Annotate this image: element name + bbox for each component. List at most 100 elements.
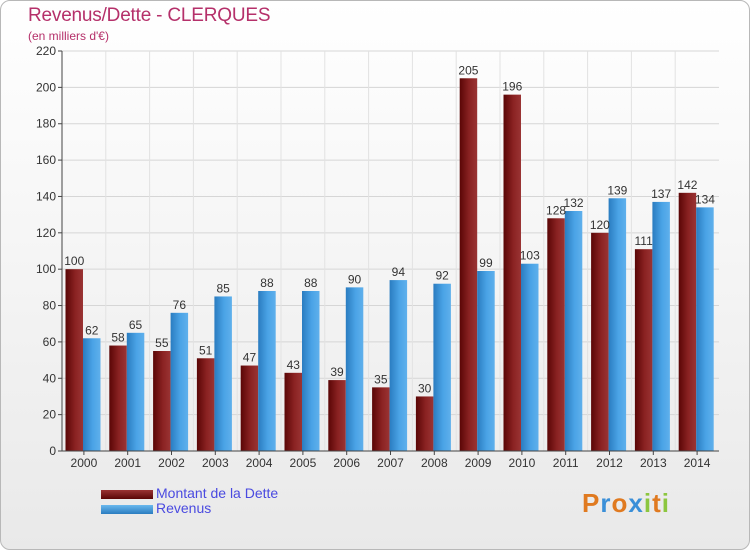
bar-debt: [240, 365, 259, 451]
bar-debt: [65, 269, 83, 451]
bar-debt: [328, 380, 346, 451]
y-tick-label: 140: [36, 189, 56, 203]
data-label-revenue: 134: [695, 192, 715, 206]
data-label-revenue: 137: [651, 187, 671, 201]
data-label-revenue: 90: [348, 272, 362, 286]
bar-revenue: [83, 338, 101, 451]
x-tick-label: 2012: [596, 456, 623, 470]
bar-debt: [634, 249, 653, 451]
x-tick-label: 2007: [377, 456, 404, 470]
x-tick-label: 2003: [202, 456, 229, 470]
data-label-debt: 111: [635, 234, 654, 248]
data-label-revenue: 94: [392, 265, 406, 279]
logo-letter: i: [643, 488, 653, 518]
bar-debt: [153, 351, 171, 451]
bar-debt: [503, 94, 521, 452]
data-label-debt: 39: [330, 365, 344, 379]
x-tick-label: 2014: [684, 456, 711, 470]
bar-debt: [109, 345, 127, 451]
y-tick-label: 20: [43, 408, 57, 422]
y-tick-label: 80: [43, 299, 57, 313]
legend-swatch-debt: [101, 490, 153, 499]
data-label-debt: 142: [677, 178, 697, 192]
data-label-revenue: 132: [564, 196, 584, 210]
logo-letter: i: [661, 488, 670, 518]
chart-subtitle: (en milliers d'€): [28, 29, 109, 43]
legend-label-debt: Montant de la Dette: [156, 485, 279, 501]
data-label-revenue: 88: [260, 276, 274, 290]
data-label-debt: 51: [199, 343, 213, 357]
bar-revenue: [564, 211, 583, 451]
data-label-revenue: 103: [520, 249, 540, 263]
bar-debt: [459, 78, 478, 451]
bar-debt: [284, 372, 302, 451]
y-tick-label: 160: [36, 153, 56, 167]
x-tick-label: 2000: [71, 456, 98, 470]
bar-revenue: [433, 283, 451, 451]
bar-revenue: [608, 198, 627, 451]
bar-revenue: [345, 287, 364, 451]
proxiti-logo: Proxiti: [582, 488, 670, 519]
y-tick-label: 0: [49, 444, 56, 458]
data-label-debt: 43: [287, 358, 301, 372]
data-label-revenue: 99: [479, 256, 493, 270]
x-tick-label: 2010: [509, 456, 536, 470]
data-label-revenue: 62: [85, 323, 99, 337]
y-tick-label: 180: [36, 117, 56, 131]
x-tick-label: 2005: [290, 456, 317, 470]
data-label-revenue: 76: [173, 298, 187, 312]
x-tick-label: 2009: [465, 456, 492, 470]
bar-debt: [415, 396, 434, 451]
y-tick-label: 100: [36, 262, 56, 276]
y-tick-label: 200: [36, 80, 56, 94]
logo-letter: t: [652, 488, 662, 518]
logo-letter: o: [611, 488, 629, 518]
data-label-debt: 100: [64, 254, 84, 268]
x-tick-label: 2004: [246, 456, 273, 470]
data-label-debt: 120: [590, 218, 610, 232]
data-label-revenue: 139: [607, 183, 627, 197]
bar-debt: [678, 192, 697, 451]
bar-revenue: [521, 263, 539, 451]
data-label-debt: 205: [458, 63, 478, 77]
x-tick-label: 2006: [333, 456, 360, 470]
bar-debt: [196, 358, 215, 451]
logo-letter: r: [600, 488, 612, 518]
bar-revenue: [170, 312, 189, 451]
x-tick-label: 2002: [158, 456, 185, 470]
logo-letter: x: [628, 488, 644, 518]
data-label-revenue: 88: [304, 276, 318, 290]
y-tick-label: 60: [43, 335, 57, 349]
logo-letter: P: [582, 488, 601, 518]
bar-revenue: [477, 271, 495, 451]
bar-revenue: [389, 280, 408, 451]
chart-title: Revenus/Dette - CLERQUES: [28, 5, 271, 26]
data-label-debt: 30: [418, 381, 432, 395]
bar-revenue: [652, 201, 670, 451]
bar-debt: [372, 387, 390, 451]
data-label-debt: 47: [243, 351, 257, 365]
y-tick-label: 40: [43, 371, 57, 385]
legend-label-revenue: Revenus: [156, 500, 212, 516]
data-label-debt: 196: [502, 80, 522, 94]
data-label-revenue: 85: [216, 281, 230, 295]
x-tick-label: 2013: [640, 456, 667, 470]
data-label-debt: 35: [374, 372, 388, 386]
x-tick-label: 2011: [553, 456, 579, 470]
bar-revenue: [302, 291, 320, 451]
data-label-debt: 58: [111, 331, 125, 345]
legend-swatch-revenue: [101, 505, 153, 514]
bar-revenue: [126, 332, 145, 451]
bar-revenue: [214, 296, 232, 451]
bar-debt: [547, 218, 565, 451]
y-tick-label: 120: [36, 226, 56, 240]
data-label-debt: 128: [546, 203, 566, 217]
x-tick-label: 2001: [114, 456, 141, 470]
y-tick-label: 220: [36, 44, 56, 58]
data-label-revenue: 92: [435, 269, 449, 283]
data-label-revenue: 65: [129, 318, 143, 332]
bar-debt: [591, 232, 609, 451]
bar-revenue: [696, 207, 714, 451]
